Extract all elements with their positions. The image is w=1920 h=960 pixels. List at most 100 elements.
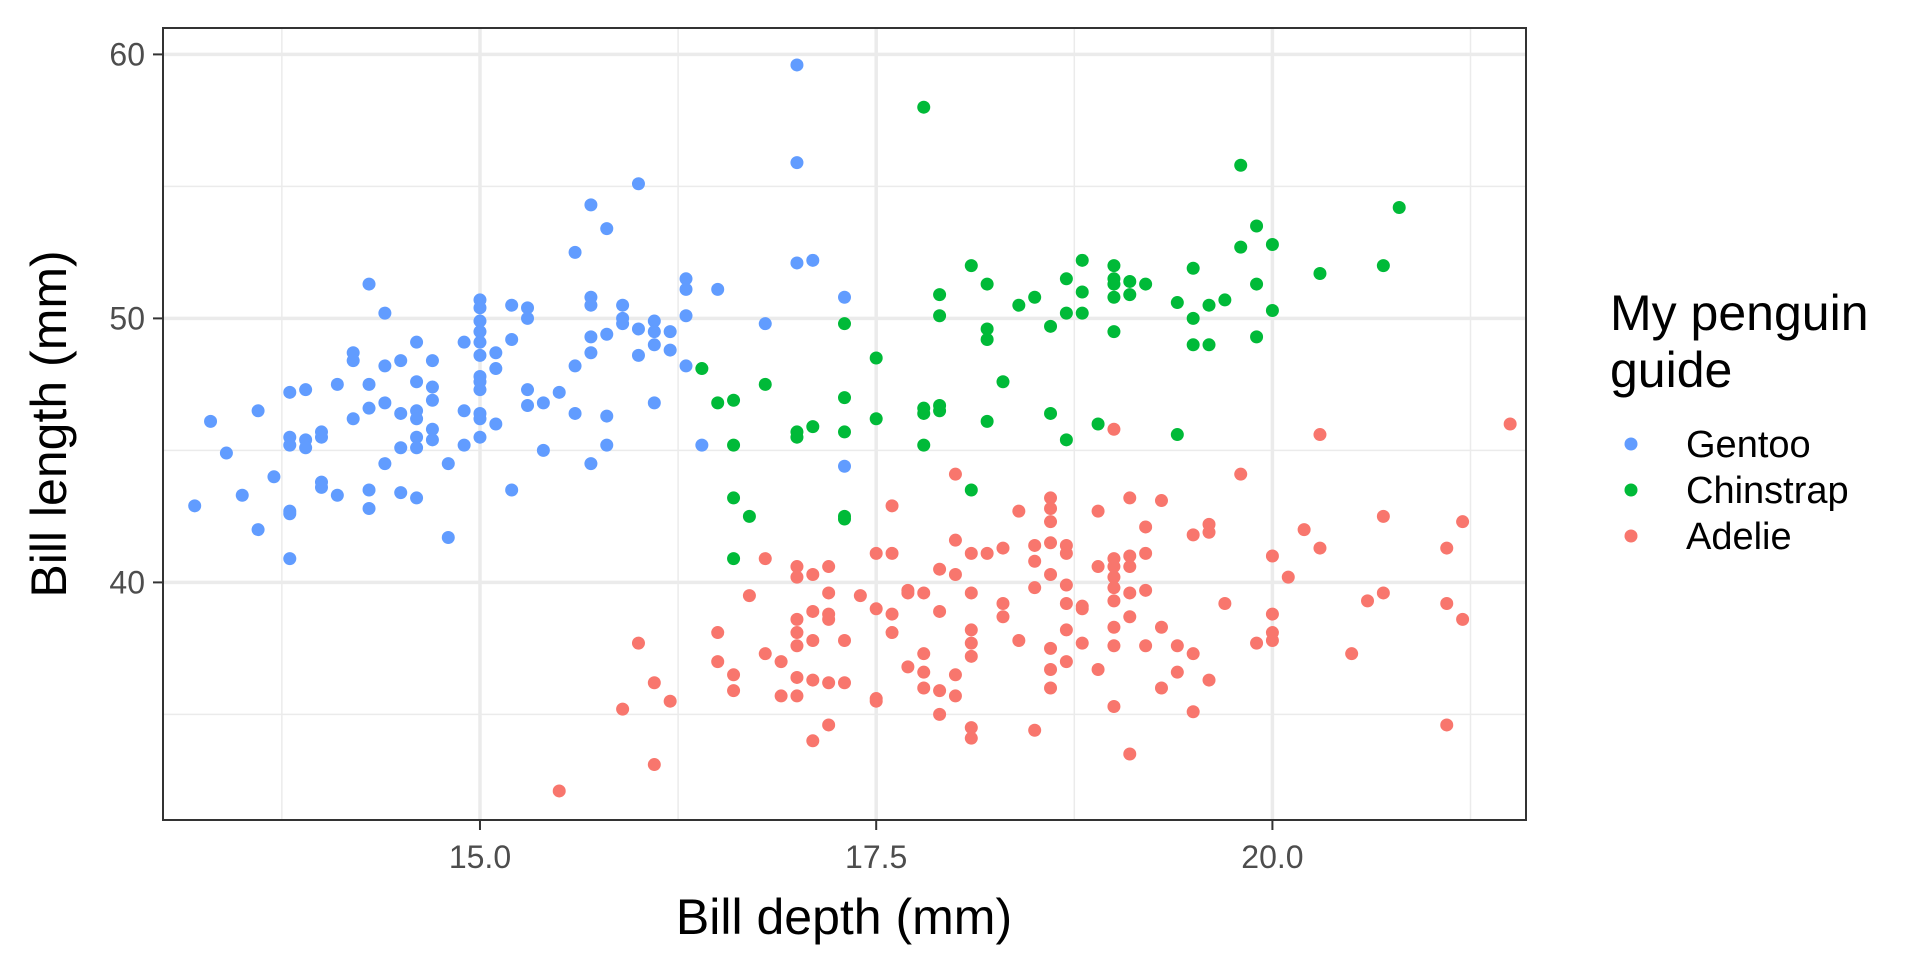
data-point-chinstrap bbox=[1107, 290, 1121, 304]
data-point-adelie bbox=[1028, 538, 1042, 552]
data-point-adelie bbox=[790, 639, 804, 653]
data-point-adelie bbox=[964, 586, 978, 600]
data-point-adelie bbox=[1107, 699, 1121, 713]
legend-key-chinstrap bbox=[1624, 483, 1638, 497]
data-point-gentoo bbox=[552, 385, 566, 399]
data-point-gentoo bbox=[838, 290, 851, 304]
data-point-gentoo bbox=[394, 354, 408, 368]
data-point-chinstrap bbox=[933, 288, 947, 302]
data-point-chinstrap bbox=[933, 309, 947, 323]
data-point-chinstrap bbox=[1107, 277, 1121, 291]
data-point-chinstrap bbox=[727, 491, 741, 505]
data-point-adelie bbox=[948, 467, 962, 481]
data-point-chinstrap bbox=[838, 391, 851, 405]
data-point-gentoo bbox=[378, 457, 392, 471]
data-point-adelie bbox=[1107, 620, 1121, 634]
data-point-adelie bbox=[1281, 570, 1295, 584]
data-point-chinstrap bbox=[711, 396, 725, 410]
data-point-gentoo bbox=[631, 348, 645, 362]
data-point-adelie bbox=[663, 694, 677, 708]
data-point-adelie bbox=[1297, 523, 1311, 537]
data-point-chinstrap bbox=[838, 425, 851, 439]
data-point-gentoo bbox=[314, 430, 328, 444]
data-point-gentoo bbox=[600, 409, 614, 423]
data-point-adelie bbox=[1456, 515, 1470, 529]
data-point-adelie bbox=[964, 649, 978, 663]
data-point-chinstrap bbox=[1075, 253, 1089, 267]
data-point-adelie bbox=[822, 586, 836, 600]
data-point-gentoo bbox=[362, 401, 376, 415]
data-point-adelie bbox=[1345, 647, 1359, 661]
data-point-chinstrap bbox=[980, 322, 994, 336]
data-point-adelie bbox=[1107, 560, 1121, 574]
data-point-gentoo bbox=[394, 406, 408, 420]
data-point-gentoo bbox=[600, 222, 614, 236]
data-point-gentoo bbox=[584, 198, 598, 212]
data-point-adelie bbox=[1059, 655, 1073, 669]
data-point-adelie bbox=[1154, 494, 1168, 508]
data-point-gentoo bbox=[647, 338, 661, 352]
data-point-gentoo bbox=[647, 396, 661, 410]
data-point-adelie bbox=[948, 567, 962, 581]
data-point-adelie bbox=[1123, 747, 1137, 761]
data-point-gentoo bbox=[473, 325, 487, 339]
data-point-adelie bbox=[1503, 417, 1517, 431]
legend-key-adelie bbox=[1624, 529, 1638, 543]
data-point-gentoo bbox=[790, 58, 804, 72]
data-point-adelie bbox=[1028, 581, 1042, 595]
data-point-gentoo bbox=[584, 346, 598, 360]
data-point-adelie bbox=[964, 623, 978, 637]
data-point-gentoo bbox=[647, 314, 661, 328]
data-point-gentoo bbox=[568, 406, 582, 420]
data-point-adelie bbox=[1440, 597, 1454, 611]
data-point-gentoo bbox=[299, 441, 313, 455]
data-point-gentoo bbox=[679, 272, 693, 286]
y-tick-label: 40 bbox=[109, 564, 145, 600]
data-point-gentoo bbox=[378, 306, 392, 320]
data-point-gentoo bbox=[441, 457, 455, 471]
data-point-adelie bbox=[1440, 541, 1454, 555]
data-point-adelie bbox=[917, 665, 931, 679]
data-point-gentoo bbox=[521, 301, 535, 315]
data-point-adelie bbox=[790, 689, 804, 703]
data-point-chinstrap bbox=[1265, 237, 1279, 251]
data-point-gentoo bbox=[394, 441, 408, 455]
data-point-gentoo bbox=[410, 430, 424, 444]
data-point-chinstrap bbox=[1107, 259, 1121, 273]
data-point-adelie bbox=[1202, 673, 1216, 687]
data-point-gentoo bbox=[631, 177, 645, 191]
data-point-adelie bbox=[869, 546, 883, 560]
data-point-gentoo bbox=[204, 414, 218, 428]
data-points bbox=[188, 58, 1517, 798]
data-point-adelie bbox=[838, 676, 851, 690]
data-point-chinstrap bbox=[1012, 298, 1026, 312]
data-point-chinstrap bbox=[727, 552, 741, 566]
data-point-chinstrap bbox=[695, 362, 709, 376]
data-point-adelie bbox=[711, 655, 725, 669]
y-axis-title: Bill length (mm) bbox=[21, 250, 77, 597]
data-point-adelie bbox=[1139, 546, 1153, 560]
data-point-gentoo bbox=[410, 412, 424, 426]
data-point-adelie bbox=[1028, 723, 1042, 737]
data-point-adelie bbox=[1376, 586, 1390, 600]
data-point-chinstrap bbox=[1059, 272, 1073, 286]
data-point-gentoo bbox=[679, 282, 693, 296]
data-point-adelie bbox=[647, 676, 661, 690]
data-point-gentoo bbox=[410, 491, 424, 505]
data-point-gentoo bbox=[441, 531, 455, 545]
data-point-adelie bbox=[1234, 467, 1248, 481]
data-point-adelie bbox=[1170, 665, 1184, 679]
data-point-gentoo bbox=[330, 488, 344, 502]
data-point-chinstrap bbox=[869, 351, 883, 365]
data-point-chinstrap bbox=[1123, 274, 1137, 288]
data-point-adelie bbox=[806, 734, 820, 748]
data-point-adelie bbox=[901, 660, 915, 674]
data-point-adelie bbox=[822, 612, 836, 626]
data-point-adelie bbox=[1044, 681, 1058, 695]
data-point-gentoo bbox=[425, 422, 439, 436]
data-point-adelie bbox=[1265, 549, 1279, 563]
data-point-gentoo bbox=[600, 438, 614, 452]
data-point-adelie bbox=[758, 552, 772, 566]
data-point-chinstrap bbox=[1107, 325, 1121, 339]
